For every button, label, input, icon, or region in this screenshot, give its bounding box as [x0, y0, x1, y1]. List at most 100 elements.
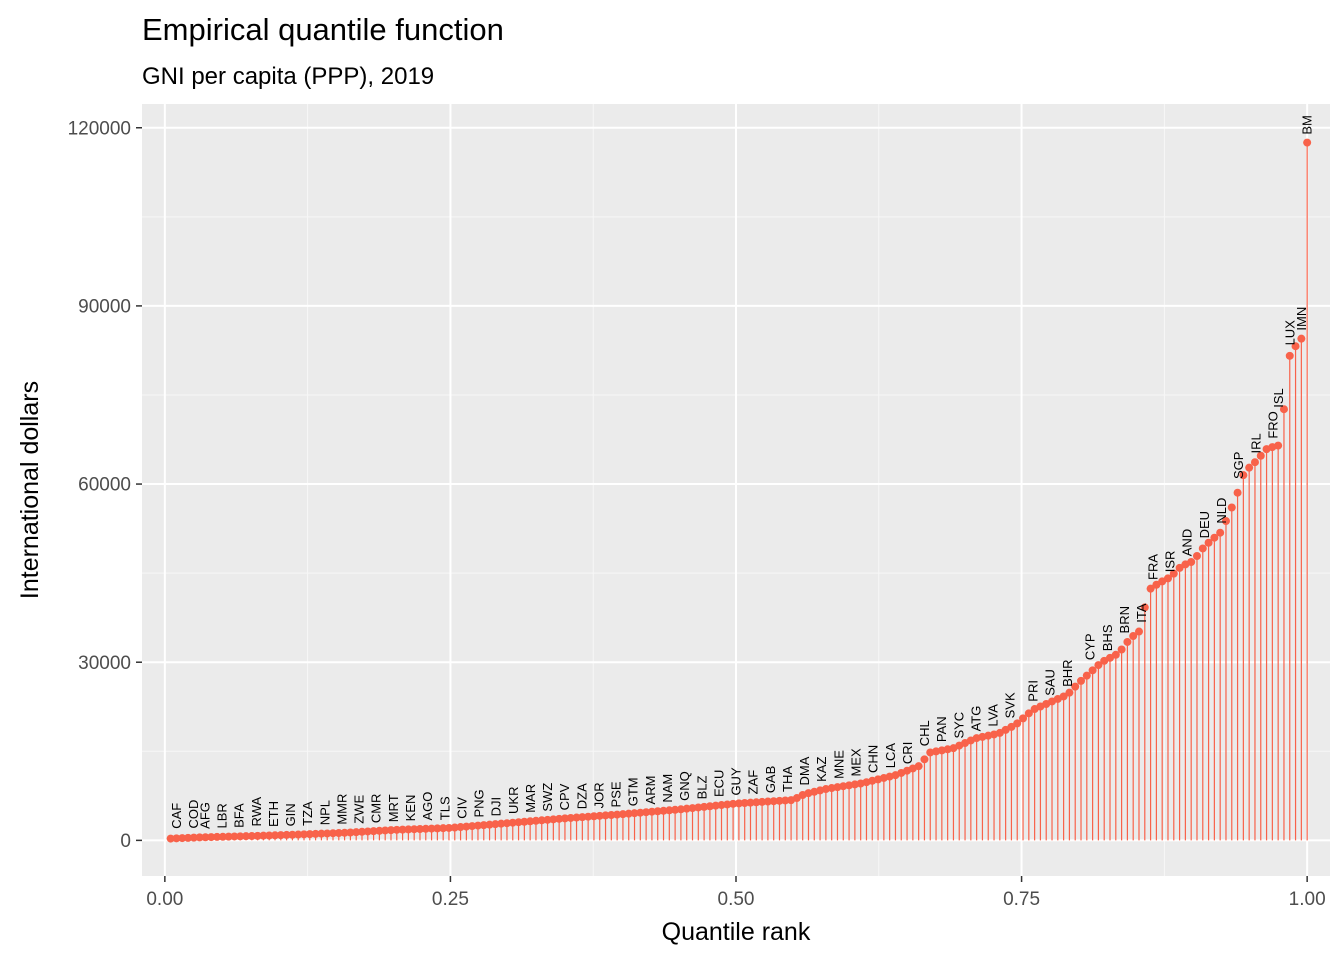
data-point: [520, 817, 529, 826]
country-label: NPL: [317, 800, 332, 825]
data-point: [230, 832, 239, 841]
data-point: [752, 798, 761, 807]
data-point: [618, 810, 627, 819]
country-label: CYP: [1083, 633, 1098, 660]
data-points: [166, 138, 1312, 843]
data-point: [1094, 661, 1103, 670]
data-point: [1279, 405, 1288, 414]
data-point: [1123, 637, 1132, 646]
data-point: [1245, 463, 1254, 472]
data-point: [392, 825, 401, 834]
data-point: [659, 806, 668, 815]
country-label: CHN: [866, 745, 881, 773]
data-point: [1065, 688, 1074, 697]
data-point: [653, 807, 662, 816]
data-point: [595, 811, 604, 820]
data-point: [1163, 574, 1172, 583]
data-point: [305, 830, 314, 839]
data-point: [271, 831, 280, 840]
country-label: ITA: [1134, 603, 1149, 623]
data-point: [317, 829, 326, 838]
data-point: [694, 803, 703, 812]
data-point: [1204, 538, 1213, 547]
data-point: [1059, 692, 1068, 701]
country-label: PSE: [609, 781, 624, 807]
data-point: [775, 796, 784, 805]
country-label: SGP: [1231, 452, 1246, 479]
country-label: BFA: [232, 803, 247, 828]
data-point: [456, 823, 465, 832]
data-point: [676, 805, 685, 814]
country-label: SVK: [1003, 692, 1018, 718]
country-label: ATG: [968, 706, 983, 732]
x-tick-label: 0.25: [432, 889, 469, 910]
country-label: KAZ: [814, 757, 829, 782]
data-point: [502, 819, 511, 828]
y-tick-label: 0: [120, 831, 131, 852]
data-point: [1303, 138, 1312, 147]
data-point: [723, 800, 732, 809]
country-label: MRT: [386, 794, 401, 822]
data-point: [410, 825, 419, 834]
data-point: [1088, 666, 1097, 675]
data-point: [236, 832, 245, 841]
data-point: [294, 830, 303, 839]
data-point: [1117, 645, 1126, 654]
y-axis: 0 30000 60000 90000 120000: [68, 118, 142, 852]
data-point: [1146, 584, 1155, 593]
data-point: [311, 829, 320, 838]
data-point: [671, 805, 680, 814]
data-point: [479, 821, 488, 830]
country-label: AFG: [197, 802, 212, 829]
data-point: [589, 812, 598, 821]
chart-subtitle: GNI per capita (PPP), 2019: [142, 63, 434, 90]
data-point: [166, 834, 175, 843]
data-point: [201, 833, 210, 842]
data-point: [717, 801, 726, 810]
y-axis-title: International dollars: [16, 381, 44, 599]
country-label: GUY: [729, 767, 744, 796]
country-label: LBR: [215, 803, 230, 828]
data-point: [497, 819, 506, 828]
data-point: [1192, 551, 1201, 560]
country-label: BM: [1300, 115, 1315, 135]
data-point: [1221, 517, 1230, 526]
data-point: [734, 799, 743, 808]
data-point: [276, 831, 285, 840]
data-point: [584, 812, 593, 821]
country-label: AGO: [420, 792, 435, 821]
country-label: PNG: [472, 789, 487, 817]
data-point: [427, 824, 436, 833]
data-point: [334, 828, 343, 837]
country-label: ETH: [266, 801, 281, 827]
data-point: [543, 815, 552, 824]
data-point: [630, 809, 639, 818]
data-point: [462, 822, 471, 831]
country-label: CHL: [917, 720, 932, 746]
data-point: [189, 833, 198, 842]
data-point: [288, 830, 297, 839]
data-point: [381, 826, 390, 835]
country-label: LUX: [1283, 320, 1298, 346]
country-label: ZAF: [746, 770, 761, 795]
data-point: [1216, 528, 1225, 537]
data-point: [433, 824, 442, 833]
data-point: [1187, 557, 1196, 566]
data-point: [184, 833, 193, 842]
country-label: ZWE: [352, 795, 367, 824]
data-point: [1227, 503, 1236, 512]
data-point: [1129, 632, 1138, 641]
data-point: [386, 826, 395, 835]
data-point: [729, 799, 738, 808]
data-point: [769, 797, 778, 806]
data-point: [1239, 471, 1248, 480]
country-label: SAU: [1043, 669, 1058, 696]
data-point: [207, 833, 216, 842]
data-point: [259, 831, 268, 840]
country-label: GAB: [763, 766, 778, 793]
data-point: [1013, 719, 1022, 728]
country-label: FRO: [1265, 411, 1280, 438]
data-point: [1007, 722, 1016, 731]
country-label: MEX: [848, 748, 863, 777]
data-point: [572, 813, 581, 822]
